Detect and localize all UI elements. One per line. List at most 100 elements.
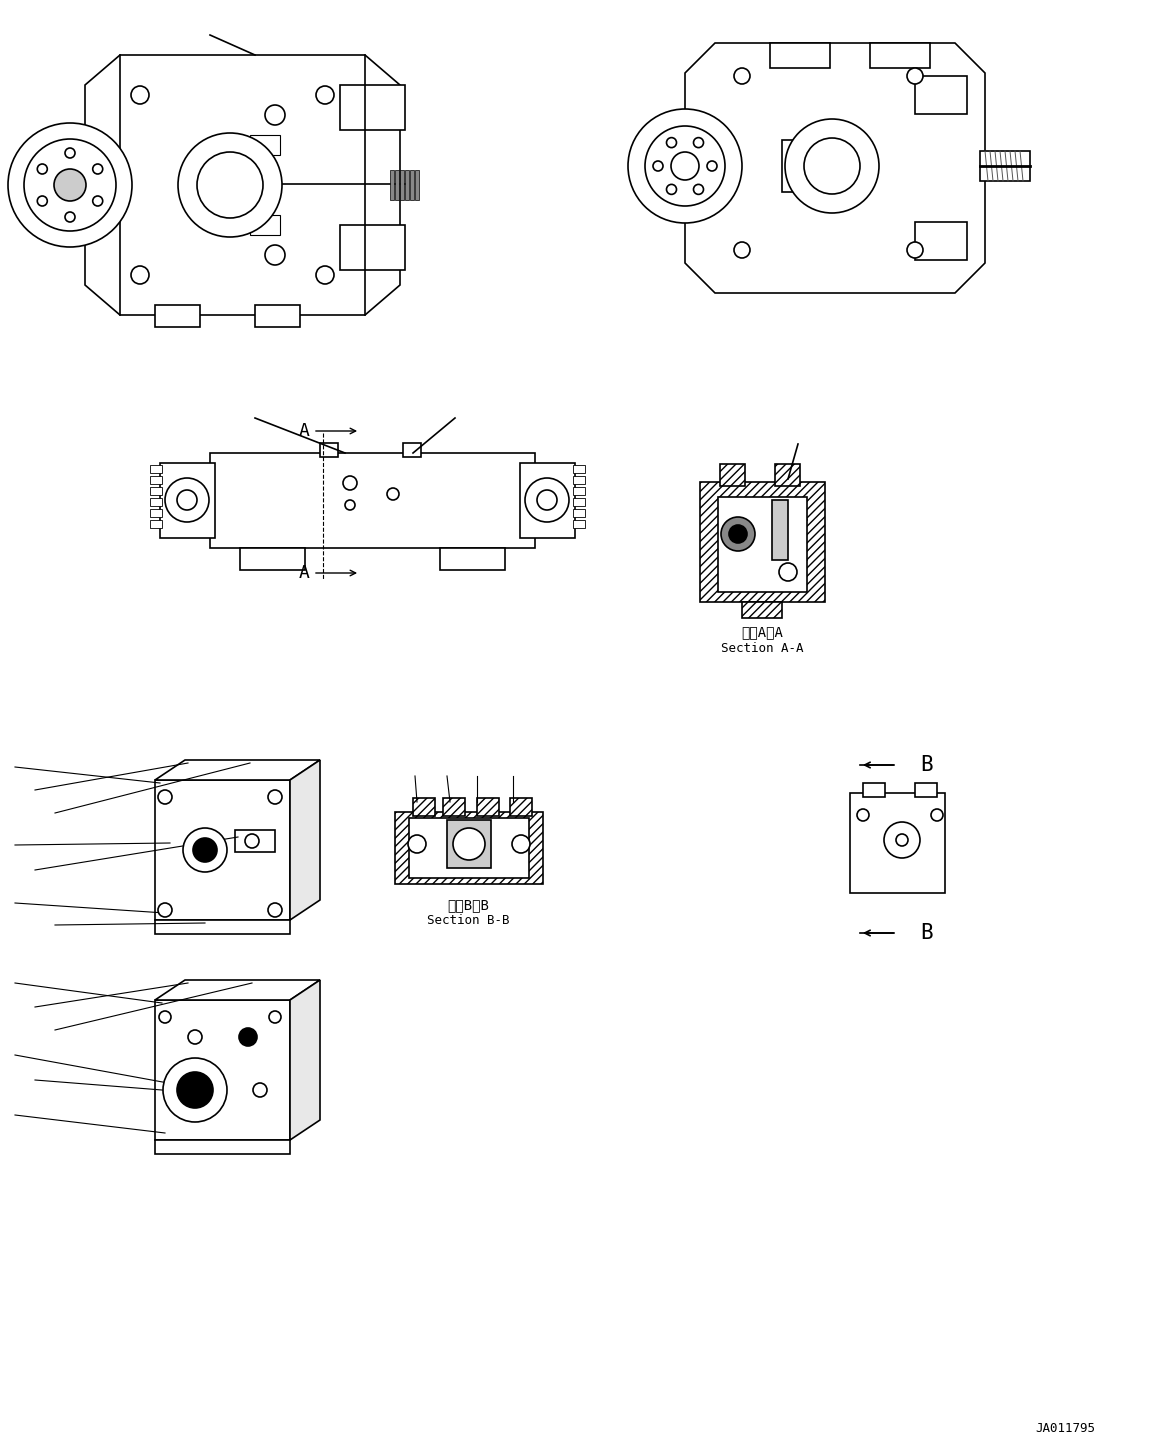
Bar bbox=[150, 498, 162, 505]
Circle shape bbox=[525, 478, 569, 521]
Bar bbox=[155, 306, 200, 327]
Bar bbox=[573, 498, 585, 505]
Bar bbox=[415, 169, 419, 200]
Polygon shape bbox=[155, 760, 320, 780]
Circle shape bbox=[804, 138, 859, 194]
Circle shape bbox=[93, 164, 102, 174]
Circle shape bbox=[387, 488, 399, 500]
Circle shape bbox=[734, 242, 750, 258]
Polygon shape bbox=[290, 760, 320, 919]
Text: Section A-A: Section A-A bbox=[721, 641, 804, 654]
Circle shape bbox=[8, 123, 131, 248]
Polygon shape bbox=[155, 980, 320, 1001]
Bar bbox=[340, 85, 405, 130]
Bar bbox=[155, 1001, 290, 1140]
Circle shape bbox=[265, 106, 285, 125]
Bar bbox=[477, 798, 499, 817]
Circle shape bbox=[785, 119, 879, 213]
Bar bbox=[411, 169, 414, 200]
Bar bbox=[573, 465, 585, 473]
Bar bbox=[782, 140, 854, 193]
Circle shape bbox=[907, 242, 923, 258]
Bar bbox=[155, 919, 290, 934]
Circle shape bbox=[907, 68, 923, 84]
Bar bbox=[770, 43, 830, 68]
Circle shape bbox=[729, 526, 747, 543]
Bar bbox=[409, 818, 529, 877]
Text: 断面A－A: 断面A－A bbox=[741, 626, 783, 639]
Bar bbox=[250, 214, 280, 235]
Bar bbox=[255, 306, 300, 327]
Bar bbox=[150, 510, 162, 517]
Circle shape bbox=[671, 152, 699, 180]
Circle shape bbox=[721, 517, 755, 552]
Circle shape bbox=[240, 1028, 257, 1045]
Bar bbox=[395, 169, 399, 200]
Bar bbox=[870, 43, 930, 68]
Bar bbox=[390, 169, 394, 200]
Circle shape bbox=[178, 133, 281, 237]
Bar bbox=[160, 463, 215, 539]
Bar bbox=[573, 476, 585, 484]
Bar bbox=[700, 482, 825, 602]
Bar bbox=[211, 453, 535, 547]
Circle shape bbox=[158, 791, 172, 804]
Circle shape bbox=[131, 266, 149, 284]
Bar bbox=[195, 148, 261, 220]
Circle shape bbox=[269, 1011, 281, 1022]
Circle shape bbox=[254, 1083, 267, 1098]
Circle shape bbox=[645, 126, 725, 206]
Bar bbox=[320, 443, 338, 458]
Bar bbox=[447, 820, 491, 867]
Circle shape bbox=[512, 835, 530, 853]
Bar bbox=[772, 500, 789, 560]
Bar bbox=[240, 547, 305, 571]
Bar bbox=[340, 224, 405, 269]
Circle shape bbox=[316, 266, 334, 284]
Circle shape bbox=[896, 834, 908, 846]
Bar bbox=[775, 463, 800, 487]
Bar bbox=[718, 497, 807, 592]
Circle shape bbox=[666, 138, 677, 148]
Circle shape bbox=[197, 152, 263, 219]
Circle shape bbox=[693, 138, 704, 148]
Bar bbox=[573, 487, 585, 495]
Polygon shape bbox=[290, 980, 320, 1140]
Circle shape bbox=[53, 169, 86, 201]
Bar bbox=[520, 463, 575, 539]
Circle shape bbox=[159, 1011, 171, 1022]
Bar bbox=[155, 1140, 290, 1154]
Bar bbox=[395, 812, 543, 883]
Bar bbox=[850, 794, 946, 893]
Circle shape bbox=[65, 148, 74, 158]
Bar bbox=[405, 169, 409, 200]
Circle shape bbox=[245, 834, 259, 849]
Bar bbox=[915, 222, 966, 261]
Text: B: B bbox=[920, 922, 933, 943]
Bar bbox=[155, 780, 290, 919]
Text: B: B bbox=[920, 754, 933, 775]
Polygon shape bbox=[685, 43, 985, 292]
Circle shape bbox=[454, 828, 485, 860]
Bar bbox=[511, 798, 531, 817]
Circle shape bbox=[666, 184, 677, 194]
Circle shape bbox=[932, 809, 943, 821]
Circle shape bbox=[345, 500, 355, 510]
Circle shape bbox=[24, 139, 116, 232]
Circle shape bbox=[707, 161, 718, 171]
Circle shape bbox=[779, 563, 797, 581]
Bar bbox=[440, 547, 505, 571]
Circle shape bbox=[188, 1030, 202, 1044]
Circle shape bbox=[131, 85, 149, 104]
Bar bbox=[250, 135, 280, 155]
Text: A: A bbox=[299, 565, 311, 582]
Circle shape bbox=[193, 838, 217, 862]
Circle shape bbox=[857, 809, 869, 821]
Circle shape bbox=[652, 161, 663, 171]
Text: JA011795: JA011795 bbox=[1035, 1422, 1096, 1435]
Bar bbox=[573, 520, 585, 529]
Circle shape bbox=[628, 109, 742, 223]
Circle shape bbox=[158, 904, 172, 917]
Circle shape bbox=[267, 904, 281, 917]
Bar bbox=[150, 476, 162, 484]
